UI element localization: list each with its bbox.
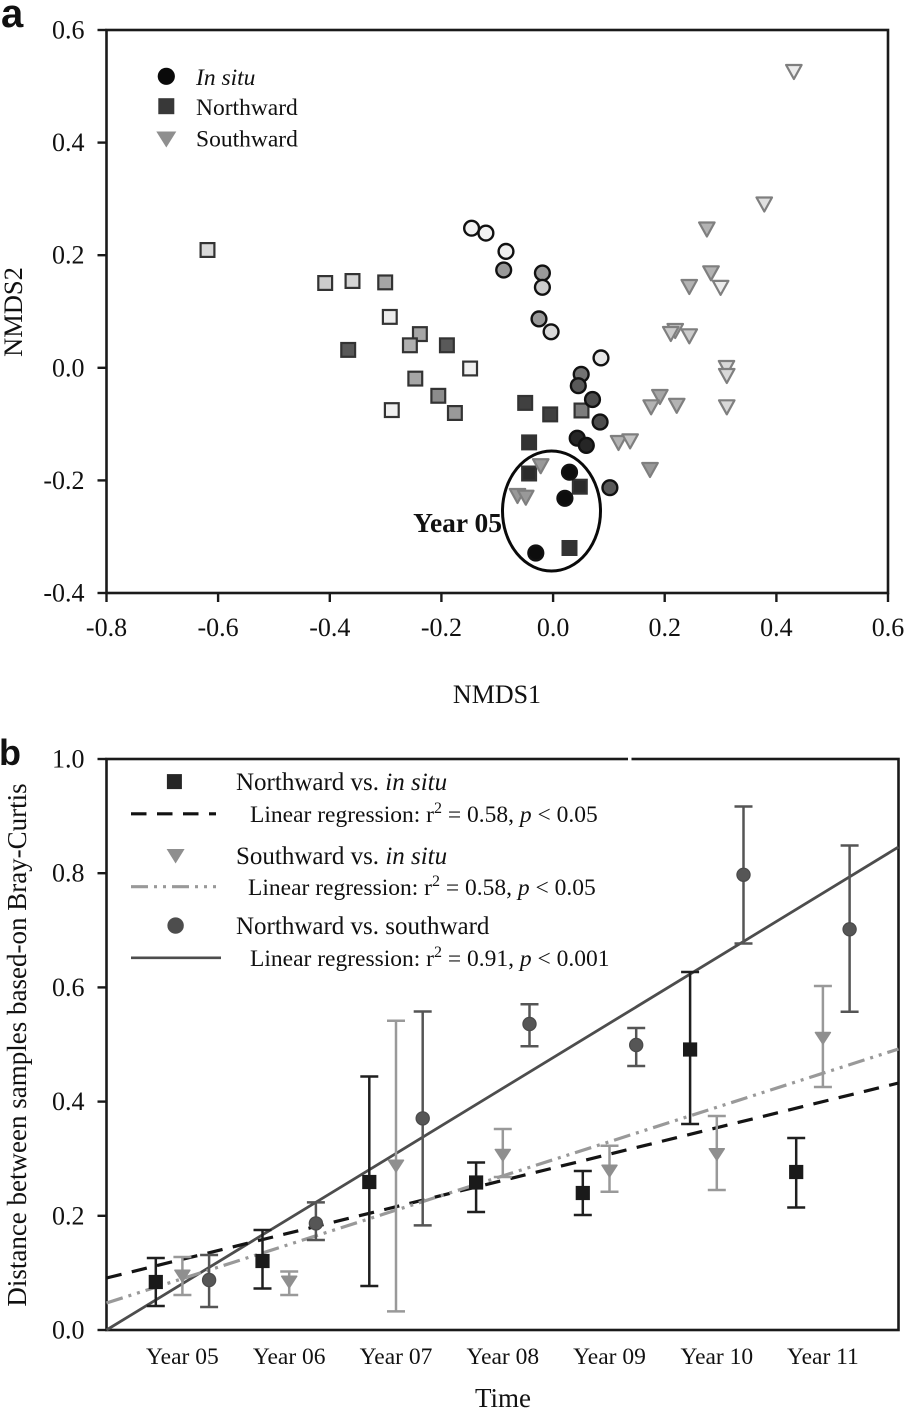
- svg-text:NMDS2: NMDS2: [0, 267, 28, 357]
- svg-text:Northward vs. in situ: Northward vs. in situ: [236, 769, 447, 796]
- svg-text:0.4: 0.4: [52, 1087, 85, 1116]
- svg-text:Year 06: Year 06: [253, 1344, 326, 1370]
- svg-text:Northward: Northward: [196, 95, 298, 121]
- svg-text:Time: Time: [475, 1383, 531, 1413]
- svg-text:a: a: [1, 0, 24, 36]
- svg-text:-0.8: -0.8: [86, 613, 127, 642]
- svg-text:In situ: In situ: [195, 65, 255, 91]
- svg-text:Linear regression: r2 = 0.58,: Linear regression: r2 = 0.58, p < 0.05: [250, 800, 598, 828]
- svg-text:0.2: 0.2: [52, 241, 85, 270]
- svg-text:0.6: 0.6: [52, 973, 85, 1002]
- svg-text:-0.4: -0.4: [309, 613, 350, 642]
- svg-text:Year 05: Year 05: [413, 507, 502, 538]
- svg-text:Northward vs. southward: Northward vs. southward: [236, 913, 490, 940]
- svg-text:Distance between samples based: Distance between samples based-on Bray-C…: [2, 783, 32, 1306]
- svg-text:b: b: [0, 732, 21, 773]
- svg-text:0.6: 0.6: [872, 613, 905, 642]
- svg-text:Year 07: Year 07: [360, 1344, 433, 1370]
- svg-text:0.2: 0.2: [648, 613, 681, 642]
- svg-text:0.6: 0.6: [52, 16, 85, 45]
- svg-text:Year 09: Year 09: [573, 1344, 646, 1370]
- svg-text:0.0: 0.0: [52, 353, 85, 382]
- svg-text:0.4: 0.4: [52, 128, 85, 157]
- svg-text:0.2: 0.2: [52, 1201, 85, 1230]
- svg-text:0.4: 0.4: [760, 613, 793, 642]
- svg-text:0.0: 0.0: [52, 1316, 85, 1345]
- svg-text:Southward vs. in situ: Southward vs. in situ: [236, 843, 447, 870]
- svg-text:Year 11: Year 11: [787, 1344, 859, 1370]
- svg-text:Linear regression: r2 = 0.58,: Linear regression: r2 = 0.58, p < 0.05: [248, 873, 596, 901]
- svg-text:-0.2: -0.2: [43, 466, 84, 495]
- svg-text:Southward: Southward: [196, 127, 298, 153]
- svg-text:0.0: 0.0: [537, 613, 570, 642]
- svg-text:Year 05: Year 05: [146, 1344, 219, 1370]
- svg-text:Year 08: Year 08: [466, 1344, 539, 1370]
- svg-text:1.0: 1.0: [52, 745, 85, 774]
- svg-text:Linear regression: r2 = 0.91,: Linear regression: r2 = 0.91, p < 0.001: [250, 944, 610, 972]
- svg-text:0.8: 0.8: [52, 859, 85, 888]
- svg-text:-0.6: -0.6: [198, 613, 239, 642]
- svg-text:NMDS1: NMDS1: [453, 680, 541, 709]
- svg-text:-0.4: -0.4: [43, 579, 84, 608]
- svg-text:-0.2: -0.2: [421, 613, 462, 642]
- svg-text:Year 10: Year 10: [680, 1344, 753, 1370]
